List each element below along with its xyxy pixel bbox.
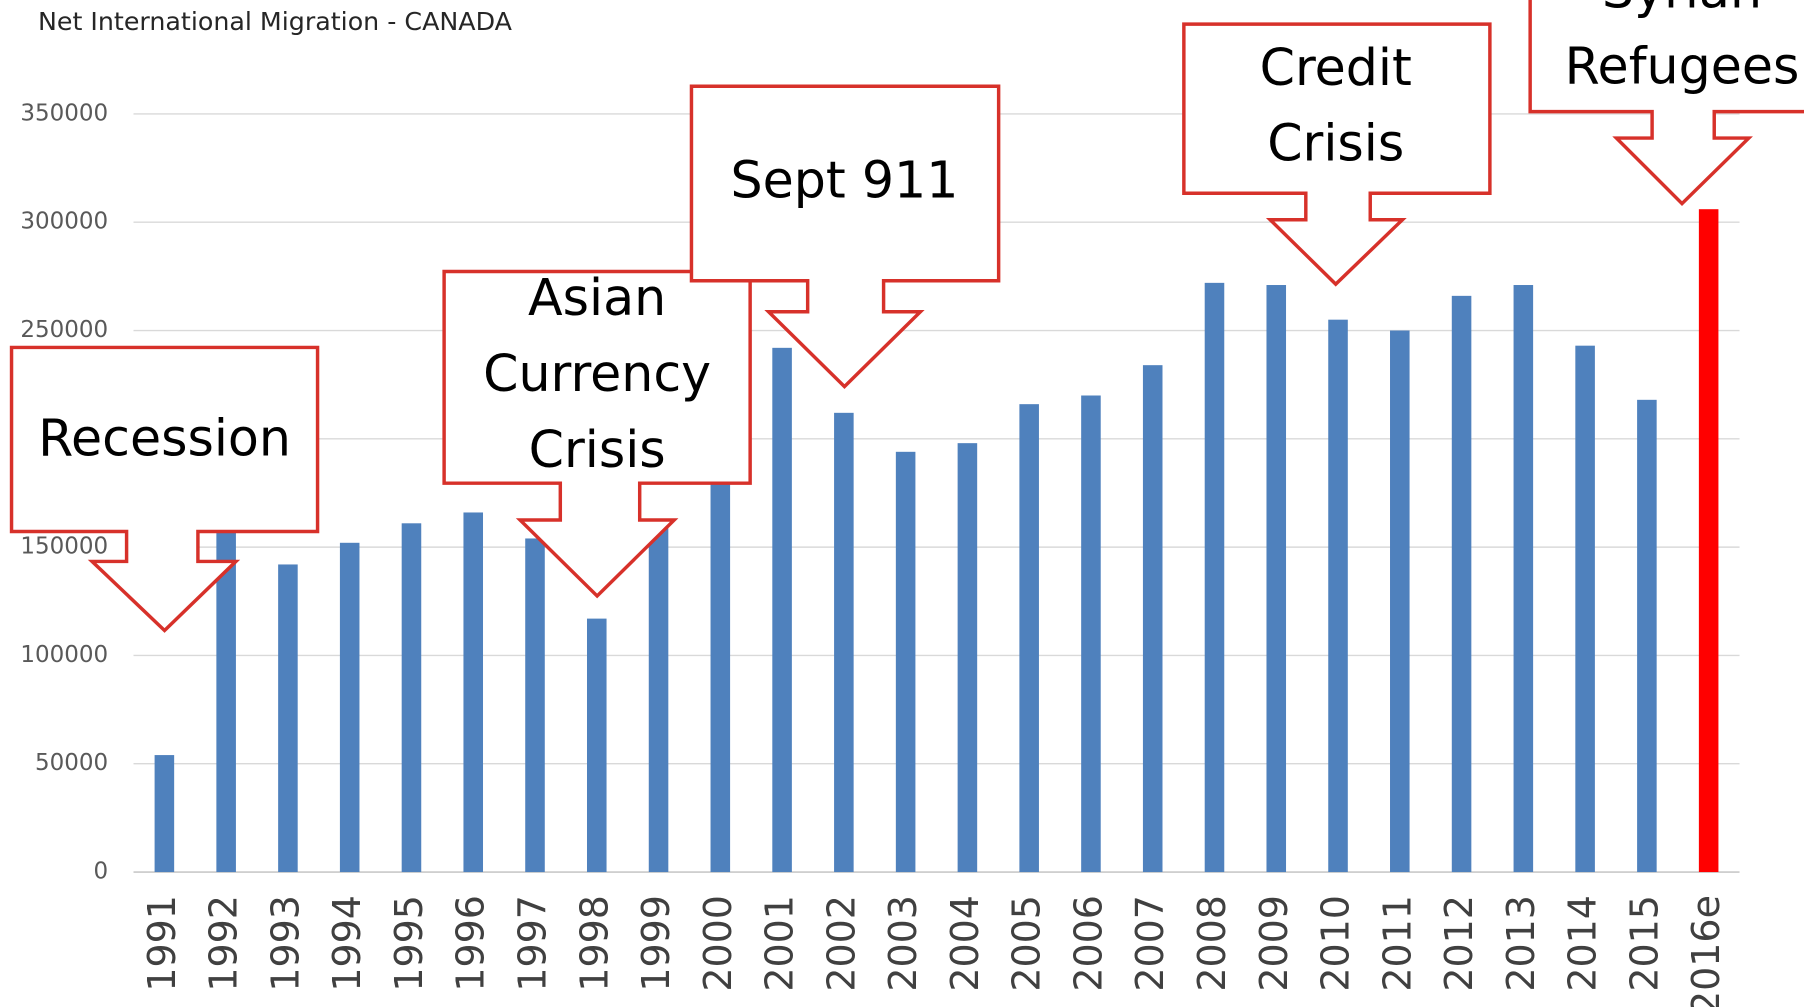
x-tick-label: 2006 <box>1066 895 1110 992</box>
y-tick-label: 150000 <box>20 534 108 560</box>
x-tick-label: 2015 <box>1622 895 1666 992</box>
callout <box>689 84 1001 389</box>
y-tick-label: 50000 <box>35 750 108 776</box>
y-tick-label: 250000 <box>20 317 108 343</box>
bar <box>339 542 360 873</box>
annotation: Credit <box>1260 38 1412 97</box>
bar <box>895 451 916 873</box>
x-tick-label: 1995 <box>387 895 431 992</box>
bar <box>1698 209 1719 873</box>
x-tick-label: 1992 <box>202 895 246 992</box>
bar <box>1451 295 1472 873</box>
x-tick-label: 2014 <box>1561 895 1605 992</box>
x-tick-label: 1993 <box>263 895 307 992</box>
bar <box>648 525 669 873</box>
x-tick-label: 1997 <box>511 895 555 992</box>
annotation: Asian <box>528 268 666 327</box>
bar <box>1390 330 1410 873</box>
bar <box>1142 365 1163 873</box>
bar <box>1513 285 1534 873</box>
x-tick-label: 1999 <box>634 895 678 992</box>
x-tick-label: 2000 <box>696 895 740 992</box>
x-tick-label: 1991 <box>140 895 184 992</box>
bar <box>1266 285 1287 873</box>
x-tick-label: 2007 <box>1128 895 1172 992</box>
x-tick-label: 2009 <box>1252 895 1296 992</box>
x-tick-label: 2010 <box>1314 895 1358 992</box>
callout <box>9 345 320 633</box>
grid: 0500001000001500002000002500003000003500… <box>20 100 1740 1007</box>
x-tick-label: 2003 <box>881 895 925 992</box>
bar <box>1204 282 1225 873</box>
bar <box>1328 319 1348 873</box>
x-tick-label: 1994 <box>325 895 369 992</box>
callouts: Recession Asian Currency Crisis Sept 911 Cred… <box>9 0 1804 633</box>
x-tick-label: 2008 <box>1190 895 1234 992</box>
annotation: Refugees <box>1565 37 1800 96</box>
y-tick-label: 100000 <box>20 642 108 668</box>
x-tick-label: 2011 <box>1375 895 1419 992</box>
callout <box>1528 0 1804 207</box>
annotation: Sept 911 <box>731 151 959 210</box>
bar <box>772 347 792 873</box>
bar <box>957 443 978 873</box>
x-tick-label: 2016e <box>1684 895 1728 1007</box>
bar <box>1019 404 1039 873</box>
x-tick-label: 2005 <box>1005 895 1049 992</box>
annotation: Syrian <box>1602 0 1762 20</box>
bars <box>154 209 1719 873</box>
bar <box>463 512 484 873</box>
bar <box>1575 345 1595 873</box>
x-tick-label: 1998 <box>572 895 616 992</box>
annotation: Currency <box>483 344 711 403</box>
x-tick-label: 1996 <box>449 895 493 992</box>
callout <box>1182 22 1492 287</box>
bar <box>401 523 422 873</box>
bar <box>834 412 854 873</box>
x-tick-label: 2004 <box>943 895 987 992</box>
bar <box>278 564 298 873</box>
bar <box>216 529 236 873</box>
bar <box>586 618 607 873</box>
annotation: Crisis <box>1267 114 1404 173</box>
bar <box>710 460 731 873</box>
y-tick-label: 0 <box>94 859 109 885</box>
bar <box>154 755 175 873</box>
annotation: Crisis <box>529 420 666 479</box>
x-tick-label: 2001 <box>758 895 802 992</box>
x-tick-label: 2013 <box>1499 895 1543 992</box>
x-tick-label: 2002 <box>819 895 863 992</box>
bar <box>1081 395 1101 873</box>
chart-title: Net International Migration - CANADA <box>38 7 513 36</box>
callout <box>442 269 752 599</box>
bar <box>1637 399 1657 873</box>
y-tick-label: 350000 <box>20 100 108 126</box>
y-tick-label: 300000 <box>20 209 108 235</box>
bar <box>525 538 545 873</box>
x-tick-label: 2012 <box>1437 895 1481 992</box>
annotation: Recession <box>38 408 291 467</box>
